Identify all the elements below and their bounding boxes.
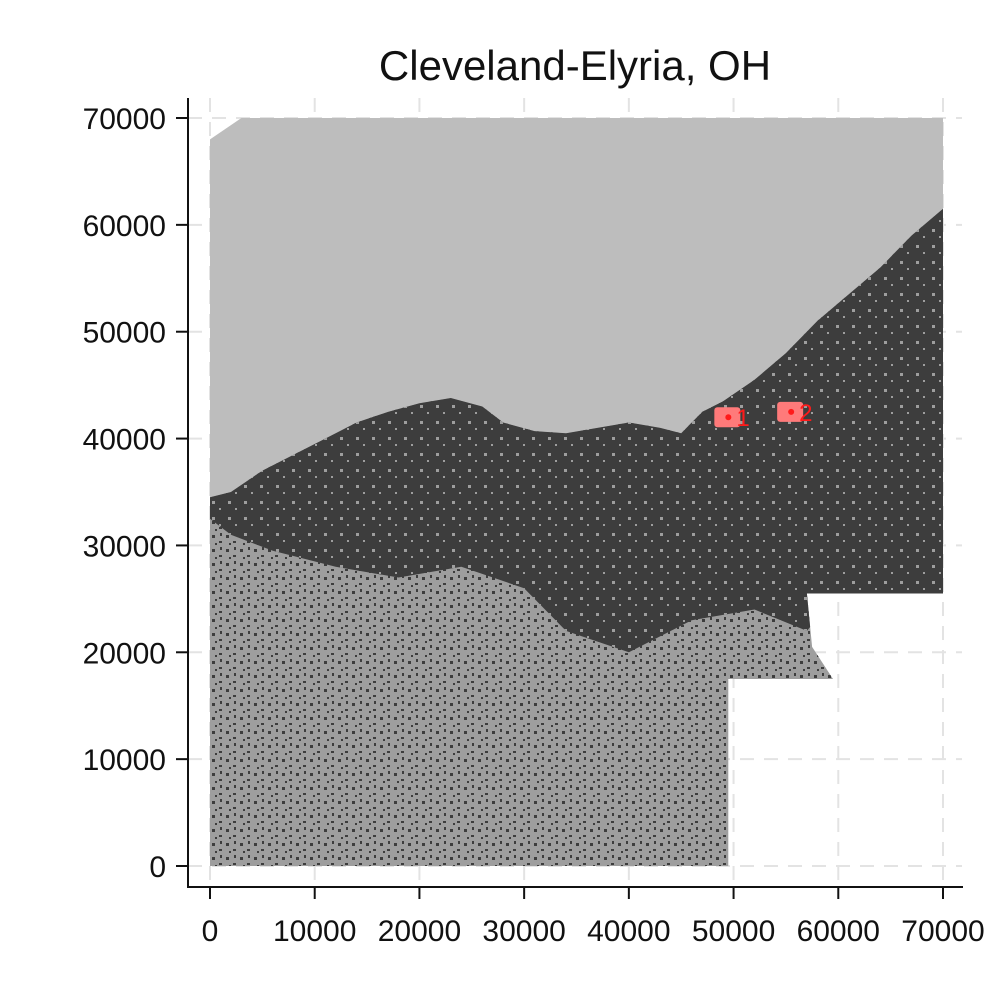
x-tick-label: 70000	[901, 915, 984, 948]
y-tick-label: 40000	[83, 424, 166, 457]
map-raster	[210, 118, 943, 866]
x-tick-label: 50000	[692, 915, 775, 948]
x-tick-label: 10000	[273, 915, 356, 948]
y-tick-label: 0	[149, 851, 166, 884]
x-tick-label: 20000	[378, 915, 461, 948]
y-tick-label: 10000	[83, 744, 166, 777]
chart-title: Cleveland-Elyria, OH	[379, 42, 771, 89]
y-tick-label: 60000	[83, 210, 166, 243]
marker-2-label: 2	[799, 400, 812, 427]
undeveloped-texture	[210, 208, 943, 653]
marker-2-point	[788, 408, 795, 415]
y-tick-label: 70000	[83, 103, 166, 136]
marker-1-point	[725, 414, 732, 421]
x-tick-label: 30000	[482, 915, 565, 948]
marker-1-label: 1	[736, 405, 749, 432]
y-tick-label: 20000	[83, 637, 166, 670]
y-tick-label: 50000	[83, 317, 166, 350]
x-tick-label: 60000	[797, 915, 880, 948]
y-axis-ticks: 0 10000 20000 30000 40000 50000 60000 70000	[83, 103, 188, 884]
x-tick-label: 40000	[587, 915, 670, 948]
water-region	[210, 118, 943, 498]
x-tick-label: 0	[202, 915, 219, 948]
y-tick-label: 30000	[83, 530, 166, 563]
x-axis-ticks: 0 10000 20000 30000 40000 50000 60000 70000	[202, 887, 985, 948]
